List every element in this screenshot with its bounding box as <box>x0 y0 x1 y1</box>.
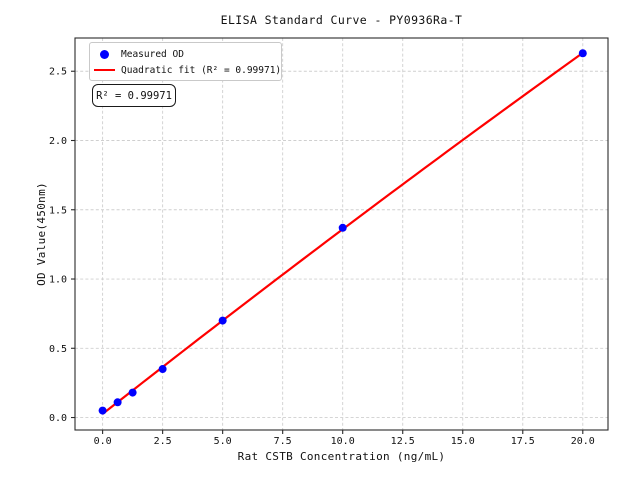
y-axis-label: OD Value(450nm) <box>35 182 48 286</box>
y-tick-label: 1.0 <box>49 275 67 286</box>
y-tick-label: 0.5 <box>49 344 67 355</box>
r-squared-annotation: R² = 0.99971 <box>92 84 176 107</box>
x-tick-label: 12.5 <box>391 436 415 447</box>
plot-frame <box>74 37 609 431</box>
x-axis-label: Rat CSTB Concentration (ng/mL) <box>237 450 446 463</box>
x-tick-label: 10.0 <box>331 436 355 447</box>
data-point <box>158 365 167 374</box>
x-tick-label: 7.5 <box>274 436 292 447</box>
scatter-marker-icon <box>99 49 109 59</box>
r-squared-text: R² = 0.99971 <box>96 89 172 102</box>
legend-item-measured-od: Measured OD <box>92 46 277 62</box>
y-tick-label: 2.0 <box>49 136 67 147</box>
data-point <box>578 49 587 58</box>
legend-marker-cell <box>92 68 116 72</box>
y-tick-label: 1.5 <box>49 205 67 216</box>
y-tick-label: 0.0 <box>49 413 67 424</box>
legend: Measured OD Quadratic fit (R² = 0.99971) <box>89 42 282 81</box>
legend-marker-cell <box>92 49 116 59</box>
y-tick-label: 2.5 <box>49 67 67 78</box>
data-point <box>218 316 227 325</box>
legend-label-quadratic-fit: Quadratic fit (R² = 0.99971) <box>121 64 282 76</box>
data-point <box>338 223 347 232</box>
x-tick-label: 2.5 <box>154 436 172 447</box>
data-point <box>98 406 107 415</box>
x-tick-label: 5.0 <box>214 436 232 447</box>
x-tick-label: 20.0 <box>571 436 595 447</box>
x-tick-label: 0.0 <box>94 436 112 447</box>
data-point <box>128 388 137 397</box>
fit-line-marker-icon <box>93 68 115 72</box>
chart-title: ELISA Standard Curve - PY0936Ra-T <box>220 13 463 27</box>
x-tick-label: 17.5 <box>511 436 535 447</box>
data-point <box>113 398 122 407</box>
legend-label-measured-od: Measured OD <box>121 48 184 60</box>
x-tick-label: 15.0 <box>451 436 475 447</box>
legend-item-quadratic-fit: Quadratic fit (R² = 0.99971) <box>92 62 281 78</box>
